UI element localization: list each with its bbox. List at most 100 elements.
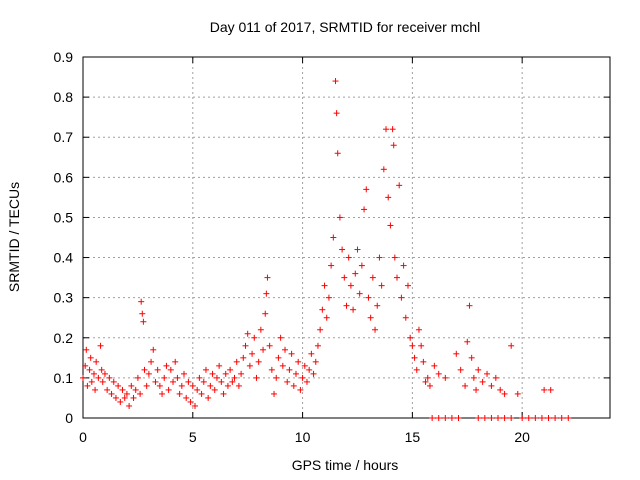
data-point	[90, 370, 97, 377]
data-point	[220, 390, 227, 397]
y-tick-label: 0.2	[54, 330, 74, 346]
data-point	[132, 386, 139, 393]
data-point	[473, 386, 480, 393]
data-point	[284, 378, 291, 385]
data-point	[389, 126, 396, 133]
data-point	[378, 282, 385, 289]
data-point	[420, 358, 427, 365]
data-point	[255, 358, 262, 365]
x-tick-label: 15	[405, 429, 421, 445]
data-point	[356, 290, 363, 297]
data-point	[310, 370, 317, 377]
data-point	[376, 254, 383, 261]
data-point	[257, 326, 264, 333]
data-point	[475, 415, 482, 421]
data-point	[424, 374, 431, 381]
data-point	[292, 370, 299, 377]
data-point	[130, 394, 137, 401]
y-tick-label: 0.7	[54, 129, 74, 145]
data-point	[249, 350, 256, 357]
data-point	[488, 382, 495, 389]
data-point	[207, 382, 214, 389]
data-point	[235, 382, 242, 389]
data-point	[288, 350, 295, 357]
data-point	[264, 274, 271, 281]
data-point	[138, 298, 145, 305]
data-point	[123, 390, 130, 397]
data-point	[242, 342, 249, 349]
data-point	[453, 350, 460, 357]
x-tick-label: 0	[79, 429, 87, 445]
data-point	[545, 415, 552, 421]
data-point	[448, 415, 455, 421]
data-point	[187, 398, 194, 405]
data-point	[464, 338, 471, 345]
data-point	[95, 374, 102, 381]
y-tick-label: 0.6	[54, 169, 74, 185]
data-point	[333, 110, 340, 117]
data-point	[209, 370, 216, 377]
data-point	[385, 194, 392, 201]
data-point	[374, 302, 381, 309]
data-point	[106, 374, 113, 381]
data-point	[497, 386, 504, 393]
data-point	[286, 366, 293, 373]
data-point	[328, 262, 335, 269]
y-tick-label: 0.8	[54, 89, 74, 105]
data-point	[263, 290, 270, 297]
data-point	[402, 314, 409, 321]
data-point	[178, 382, 185, 389]
data-point	[266, 342, 273, 349]
data-point	[372, 326, 379, 333]
data-points	[80, 78, 572, 421]
data-point	[141, 366, 148, 373]
data-point	[411, 354, 418, 361]
data-point	[213, 374, 220, 381]
data-point	[163, 362, 170, 369]
data-point	[387, 222, 394, 229]
data-point	[211, 386, 218, 393]
data-point	[429, 415, 436, 421]
data-point	[345, 254, 352, 261]
data-point	[295, 358, 302, 365]
data-point	[347, 282, 354, 289]
data-point	[231, 374, 238, 381]
data-point	[321, 282, 328, 289]
data-point	[198, 390, 205, 397]
data-point	[246, 362, 253, 369]
data-point	[224, 382, 231, 389]
data-point	[110, 378, 117, 385]
y-axis-label: SRMTID / TECUs	[6, 182, 22, 292]
data-point	[547, 386, 554, 393]
data-point	[409, 342, 416, 349]
y-tick-label: 0.5	[54, 209, 74, 225]
data-point	[148, 358, 155, 365]
x-tick-labels: 0 5 10 15 20	[79, 429, 530, 445]
data-point	[390, 142, 397, 149]
grid-lines	[83, 57, 610, 418]
data-point	[350, 306, 357, 313]
data-point	[303, 378, 310, 385]
data-point	[128, 382, 135, 389]
data-point	[394, 274, 401, 281]
data-point	[176, 390, 183, 397]
data-point	[363, 186, 370, 193]
data-point	[306, 366, 313, 373]
data-point	[336, 214, 343, 221]
data-point	[330, 234, 337, 241]
data-point	[181, 370, 188, 377]
data-point	[282, 346, 289, 353]
data-point	[334, 150, 341, 157]
data-point	[297, 386, 304, 393]
data-point	[391, 254, 398, 261]
data-point	[115, 382, 122, 389]
data-point	[93, 358, 100, 365]
data-point	[251, 334, 258, 341]
data-point	[227, 366, 234, 373]
data-point	[83, 346, 90, 353]
y-tick-label: 0.1	[54, 370, 74, 386]
data-point	[121, 394, 128, 401]
data-point	[145, 370, 152, 377]
data-point	[501, 415, 508, 421]
data-point	[365, 294, 372, 301]
